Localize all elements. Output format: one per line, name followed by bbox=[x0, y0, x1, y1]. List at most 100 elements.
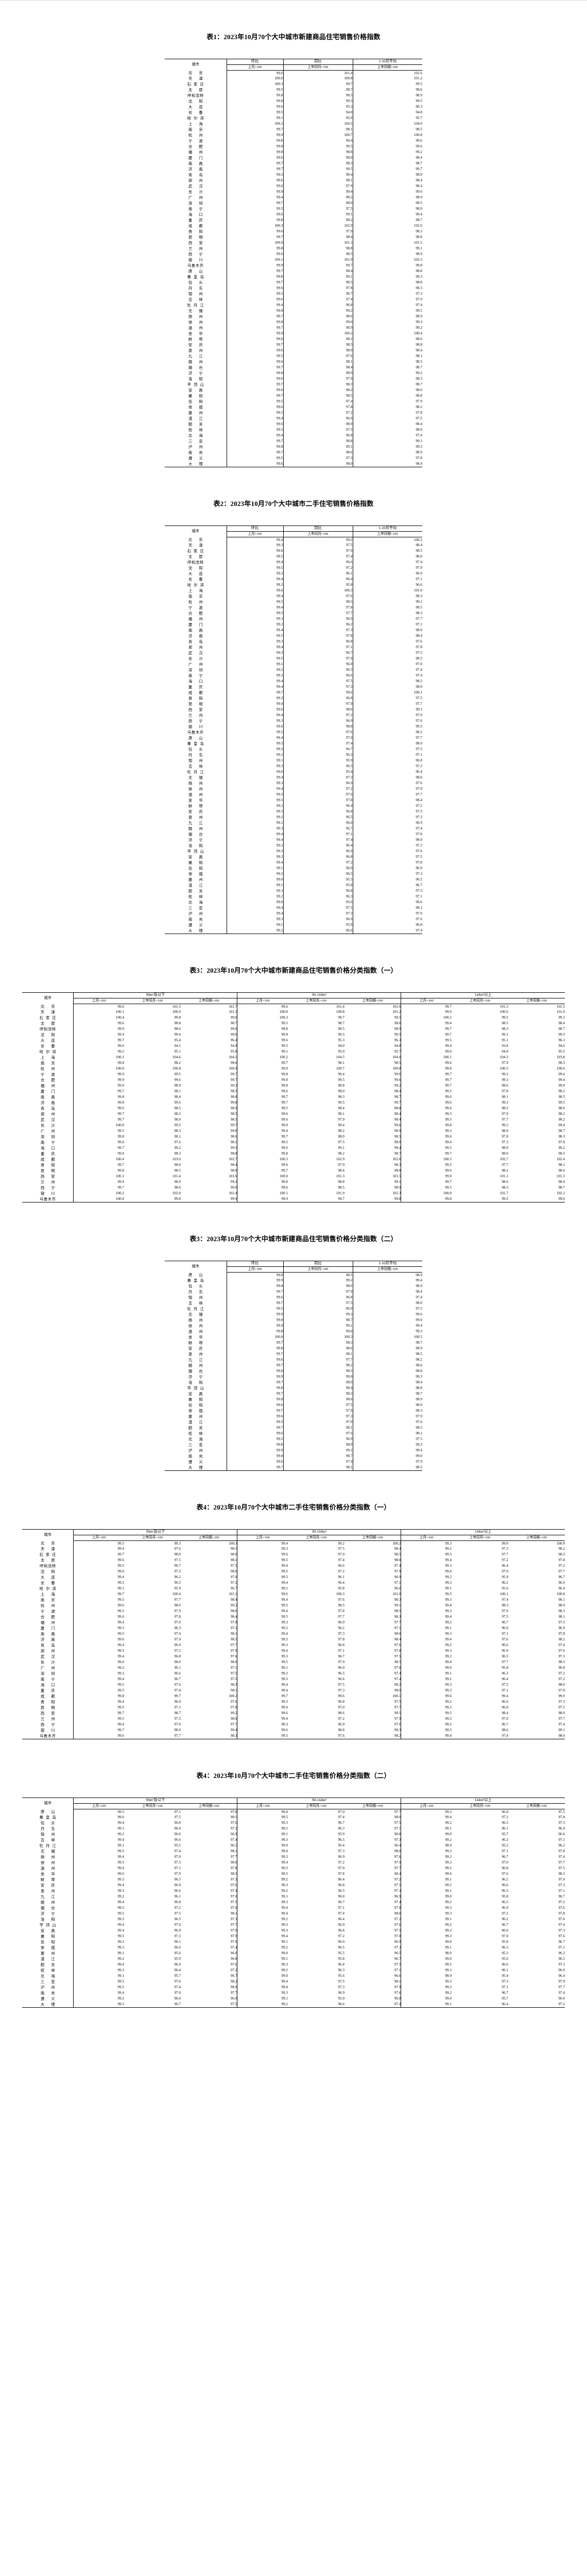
table-row: 遵义 99.6 97.4 97.9 bbox=[165, 1459, 422, 1465]
value-cell: 97.2 bbox=[180, 1625, 238, 1632]
city-name-cell: 泉州 bbox=[165, 348, 227, 354]
value-cell: 97.6 bbox=[558, 1934, 565, 1939]
city-name-cell: 宜昌 bbox=[165, 854, 227, 860]
value-cell: 99.0 bbox=[445, 1666, 452, 1670]
value-cell: 99.2 bbox=[416, 150, 422, 155]
value-cell: 96.5 bbox=[338, 1945, 344, 1950]
value-cell: 99.1 bbox=[344, 1710, 402, 1717]
value-cell: 97.3 bbox=[416, 292, 422, 296]
header-sub-1: 上月=100 bbox=[227, 531, 284, 537]
value-cell: 97.6 bbox=[287, 1733, 344, 1739]
value-cell: 99.8 bbox=[344, 1196, 402, 1202]
value-cell: 98.5 bbox=[180, 1637, 238, 1643]
value-cell: 98.2 bbox=[558, 1112, 565, 1116]
value-cell: 97.5 bbox=[344, 1654, 402, 1660]
value-cell: 98.0 bbox=[283, 155, 353, 161]
table2-block: 城市 环比 同比 1-10月平均 上月=100 上年同月=100 上年同期=100 北京 99.… bbox=[0, 526, 587, 934]
value-cell: 97.2 bbox=[338, 1569, 344, 1574]
value-cell: 97.0 bbox=[502, 1860, 508, 1865]
value-cell: 98.1 bbox=[558, 1598, 565, 1602]
value-cell: 99.7 bbox=[344, 1100, 402, 1106]
value-cell: 100.8 bbox=[344, 1066, 402, 1072]
table-row: 赣州 99.6 98.1 98.5 bbox=[165, 359, 422, 365]
value-cell: 100.0 bbox=[115, 1066, 124, 1071]
table-row: 丹东 99.2 96.3 97.1 bbox=[165, 752, 422, 758]
value-cell: 95.6 bbox=[502, 1957, 508, 1961]
city-name-cell: 吉林 bbox=[165, 297, 227, 303]
table-row: 银川 100.1 101.9 102.3 bbox=[165, 257, 422, 263]
value-cell: 99.2 bbox=[281, 1671, 288, 1676]
table-row: 烟台 99.5 97.2 97.9 99.4 97.1 97.8 99.3 96.9 97.6 bbox=[22, 1905, 565, 1911]
value-cell: 98.9 bbox=[558, 1711, 565, 1716]
table-row: 厦门 99.6 98.0 98.4 bbox=[165, 155, 422, 161]
header-sub-g1-1: 上月=100 bbox=[73, 998, 124, 1004]
header-group-1: 环比 bbox=[227, 1261, 284, 1267]
value-cell: 98.5 bbox=[344, 1659, 402, 1666]
value-cell: 97.7 bbox=[124, 1733, 181, 1739]
table5-title: 表4：2023年10月70个大中城市二手住宅销售价格分类指数（一） bbox=[196, 1503, 391, 1511]
value-cell: 98.4 bbox=[344, 1871, 402, 1877]
value-cell: 95.8 bbox=[283, 582, 353, 588]
value-cell: 99.6 bbox=[227, 70, 284, 76]
city-name-cell: 昆明 bbox=[165, 234, 227, 241]
city-name-cell: 济宁 bbox=[22, 1911, 74, 1917]
value-cell: 94.1 bbox=[174, 1044, 181, 1048]
value-cell: 95.0 bbox=[283, 115, 353, 122]
spacer bbox=[0, 934, 587, 965]
city-name-cell: 包头 bbox=[165, 1283, 227, 1290]
value-cell: 96.7 bbox=[344, 1956, 402, 1962]
value-cell: 97.4 bbox=[283, 399, 353, 405]
value-cell: 98.7 bbox=[283, 87, 353, 93]
value-cell: 99.9 bbox=[117, 1072, 124, 1077]
table-row: 泉州 99.2 96.5 97.3 bbox=[165, 815, 422, 821]
value-cell: 99.7 bbox=[445, 1027, 452, 1031]
value-cell: 99.7 bbox=[227, 690, 284, 696]
value-cell: 98.5 bbox=[283, 342, 353, 348]
city-name-cell: 温州 bbox=[165, 792, 227, 798]
city-name-cell: 上海 bbox=[22, 1591, 74, 1598]
value-cell: 102.7 bbox=[180, 1157, 238, 1163]
table-row: 重庆 99.4 97.3 98.0 bbox=[165, 684, 422, 690]
value-cell: 97.4 bbox=[283, 837, 353, 843]
value-cell: 98.0 bbox=[180, 1985, 238, 1991]
value-cell: 97.1 bbox=[174, 1705, 181, 1710]
value-cell: 99.4 bbox=[558, 1123, 565, 1128]
city-name-cell: 金华 bbox=[165, 798, 227, 804]
value-cell: 96.6 bbox=[338, 1677, 344, 1682]
city-name-cell: 三亚 bbox=[22, 1979, 74, 1985]
value-cell: 99.6 bbox=[281, 1163, 288, 1167]
value-cell: 96.0 bbox=[338, 1894, 344, 1899]
value-cell: 98.2 bbox=[558, 1547, 565, 1551]
value-cell: 98.4 bbox=[416, 422, 422, 427]
table-row: 上海 99.6 100.3 101.0 bbox=[165, 588, 422, 594]
value-cell: 97.2 bbox=[174, 1906, 181, 1910]
value-cell: 99.1 bbox=[283, 274, 353, 280]
value-cell: 99.3 bbox=[445, 1683, 452, 1687]
value-cell: 98.7 bbox=[283, 1453, 353, 1460]
value-cell: 99.2 bbox=[416, 326, 422, 330]
table-row: 西安 100.0 101.3 101.5 bbox=[165, 240, 422, 246]
city-name-cell: 湛江 bbox=[165, 1419, 227, 1426]
value-cell: 99.4 bbox=[117, 1654, 124, 1659]
value-cell: 97.3 bbox=[558, 1700, 565, 1704]
value-cell: 99.6 bbox=[508, 1196, 565, 1202]
value-cell: 97.1 bbox=[502, 1849, 508, 1854]
value-cell: 96.6 bbox=[174, 1945, 181, 1950]
value-cell: 99.8 bbox=[227, 1397, 284, 1403]
value-cell: 99.7 bbox=[281, 1134, 288, 1139]
value-cell: 98.0 bbox=[338, 1134, 344, 1139]
value-cell: 96.7 bbox=[283, 650, 353, 656]
value-cell: 99.5 bbox=[281, 1140, 288, 1145]
value-cell: 99.3 bbox=[281, 1821, 288, 1825]
table-row: 深圳 99.2 96.5 97.4 bbox=[165, 667, 422, 673]
value-cell: 98.9 bbox=[174, 1728, 181, 1733]
value-cell: 97.8 bbox=[180, 1620, 238, 1626]
value-cell: 99.7 bbox=[227, 1289, 284, 1295]
value-cell: 102.7 bbox=[499, 1157, 508, 1162]
table-row: 包头 99.4 96.8 97.6 99.3 96.7 97.5 99.2 96.5 97.3 bbox=[22, 1820, 565, 1826]
value-cell: 99.6 bbox=[227, 178, 284, 184]
table-row: 洛阳 99.2 96.4 97.2 bbox=[165, 843, 422, 849]
value-cell: 96.4 bbox=[451, 2002, 508, 2008]
value-cell: 96.3 bbox=[502, 1889, 508, 1893]
value-cell: 98.5 bbox=[180, 1871, 238, 1877]
